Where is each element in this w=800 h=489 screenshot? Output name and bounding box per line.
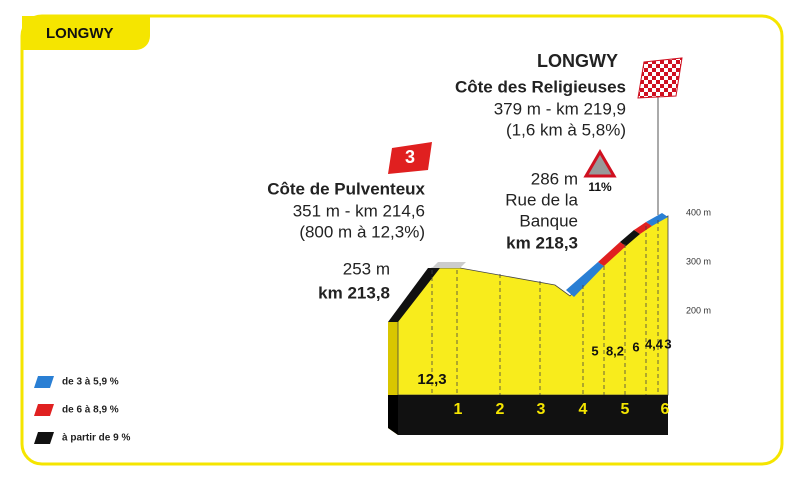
finish-info: 379 m - km 219,9 [494, 99, 626, 118]
km-marker: 5 [621, 401, 630, 418]
place-name: Rue de la [505, 190, 578, 209]
gradient: 5 [591, 343, 598, 358]
base [398, 395, 668, 435]
finish-flag [637, 57, 683, 99]
legend-label: de 3 à 5,9 % [62, 377, 119, 388]
segment-steep [388, 268, 440, 322]
altitude-label: 200 m [686, 305, 711, 315]
tab-title: LONGWY [46, 25, 114, 42]
legend-label: de 6 à 8,9 % [62, 405, 119, 416]
km-marker: 3 [537, 401, 546, 418]
segment-steep [620, 230, 640, 246]
category-badge [388, 142, 432, 174]
finish-gradient: (1,6 km à 5,8%) [506, 120, 626, 139]
segment-red [598, 242, 626, 266]
km: km 213,8 [318, 283, 390, 302]
gradient: 6 [632, 339, 639, 354]
km-marker: 2 [496, 401, 505, 418]
gradient: 4,4 [645, 336, 664, 351]
gradient: 3 [664, 336, 671, 351]
warning-sign [583, 149, 617, 178]
warning-gradient: 11% [588, 180, 612, 194]
finish-name: LONGWY [537, 51, 618, 71]
gradient: 12,3 [417, 371, 446, 388]
altitude: 253 m [343, 259, 390, 278]
category: 3 [405, 147, 415, 167]
profile-top [432, 262, 466, 268]
legend-swatch [34, 376, 54, 388]
km: km 218,3 [506, 233, 578, 252]
climb-info: 351 m - km 214,6 [293, 201, 425, 220]
tab [22, 16, 150, 50]
finish-climb: Côte des Religieuses [455, 77, 626, 96]
climb-gradient: (800 m à 12,3%) [299, 222, 425, 241]
segment-blue [646, 213, 668, 226]
segment-red [634, 222, 652, 234]
altitude-label: 400 m [686, 207, 711, 217]
place-name: Banque [519, 211, 578, 230]
km-marker: 1 [454, 401, 463, 418]
altitude: 286 m [531, 169, 578, 188]
segment-blue [566, 262, 604, 297]
legend-swatch [34, 404, 54, 416]
km-marker: 4 [579, 401, 588, 418]
climb-name: Côte de Pulventeux [267, 179, 425, 198]
altitude-label: 300 m [686, 256, 711, 266]
base-side [388, 395, 398, 435]
legend-swatch [34, 432, 54, 444]
gradient: 8,2 [606, 343, 624, 358]
km-marker: 6 [661, 401, 670, 418]
legend-label: à partir de 9 % [62, 433, 130, 444]
